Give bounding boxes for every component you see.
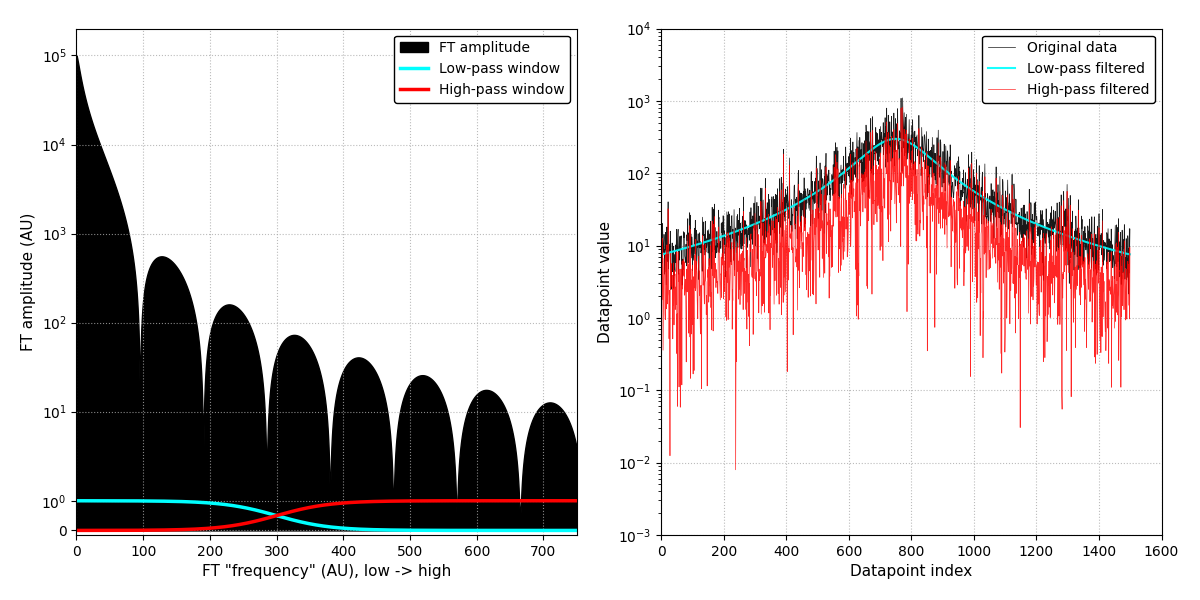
Low-pass filtered bbox=[922, 153, 936, 160]
Low-pass filtered bbox=[1123, 251, 1138, 258]
Original data bbox=[863, 141, 877, 148]
Original data bbox=[690, 238, 704, 245]
High-pass window bbox=[570, 497, 584, 505]
Low-pass filtered bbox=[654, 251, 668, 258]
Low-pass filtered bbox=[709, 235, 724, 242]
Low-pass filtered bbox=[888, 135, 902, 142]
High-pass filtered bbox=[690, 308, 704, 316]
Low-pass window bbox=[570, 527, 584, 534]
Low-pass filtered bbox=[863, 148, 877, 155]
High-pass window bbox=[271, 511, 286, 518]
Legend: Original data, Low-pass filtered, High-pass filtered: Original data, Low-pass filtered, High-p… bbox=[982, 35, 1154, 103]
Y-axis label: Datapoint value: Datapoint value bbox=[598, 221, 613, 343]
High-pass filtered bbox=[1123, 244, 1138, 251]
Low-pass filtered bbox=[871, 142, 886, 149]
Low-pass window bbox=[271, 512, 286, 520]
Low-pass window bbox=[120, 497, 134, 505]
High-pass window bbox=[289, 506, 304, 514]
Original data bbox=[853, 142, 868, 149]
High-pass window bbox=[468, 497, 482, 505]
X-axis label: FT "frequency" (AU), low -> high: FT "frequency" (AU), low -> high bbox=[202, 564, 451, 579]
High-pass filtered bbox=[853, 223, 868, 230]
High-pass filtered bbox=[709, 268, 724, 275]
High-pass window bbox=[460, 497, 474, 505]
Original data bbox=[895, 94, 910, 101]
High-pass window bbox=[120, 527, 134, 534]
Low-pass window bbox=[468, 527, 482, 534]
Low-pass filtered bbox=[690, 241, 704, 248]
Line: Low-pass window: Low-pass window bbox=[77, 501, 577, 530]
High-pass filtered bbox=[863, 181, 877, 188]
Original data bbox=[1123, 226, 1138, 233]
High-pass window bbox=[413, 497, 427, 505]
High-pass filtered bbox=[922, 189, 936, 196]
Line: High-pass filtered: High-pass filtered bbox=[661, 107, 1130, 470]
Original data bbox=[654, 254, 668, 262]
High-pass filtered bbox=[895, 104, 910, 111]
High-pass window bbox=[70, 527, 84, 534]
Y-axis label: FT amplitude (AU): FT amplitude (AU) bbox=[20, 212, 36, 351]
High-pass filtered bbox=[654, 321, 668, 328]
Low-pass window bbox=[70, 497, 84, 505]
Original data bbox=[709, 248, 724, 255]
High-pass filtered bbox=[728, 466, 743, 473]
Line: High-pass window: High-pass window bbox=[77, 501, 577, 530]
Low-pass window bbox=[460, 527, 474, 534]
Original data bbox=[1121, 290, 1135, 298]
High-pass filtered bbox=[871, 172, 886, 179]
Low-pass window bbox=[289, 517, 304, 524]
X-axis label: Datapoint index: Datapoint index bbox=[851, 564, 972, 579]
Line: Original data: Original data bbox=[661, 98, 1130, 294]
Low-pass filtered bbox=[853, 155, 868, 163]
Legend: FT amplitude, Low-pass window, High-pass window: FT amplitude, Low-pass window, High-pass… bbox=[395, 35, 570, 103]
Original data bbox=[871, 136, 886, 143]
Line: Low-pass filtered: Low-pass filtered bbox=[661, 139, 1130, 254]
Original data bbox=[922, 136, 936, 143]
Low-pass window bbox=[413, 527, 427, 534]
